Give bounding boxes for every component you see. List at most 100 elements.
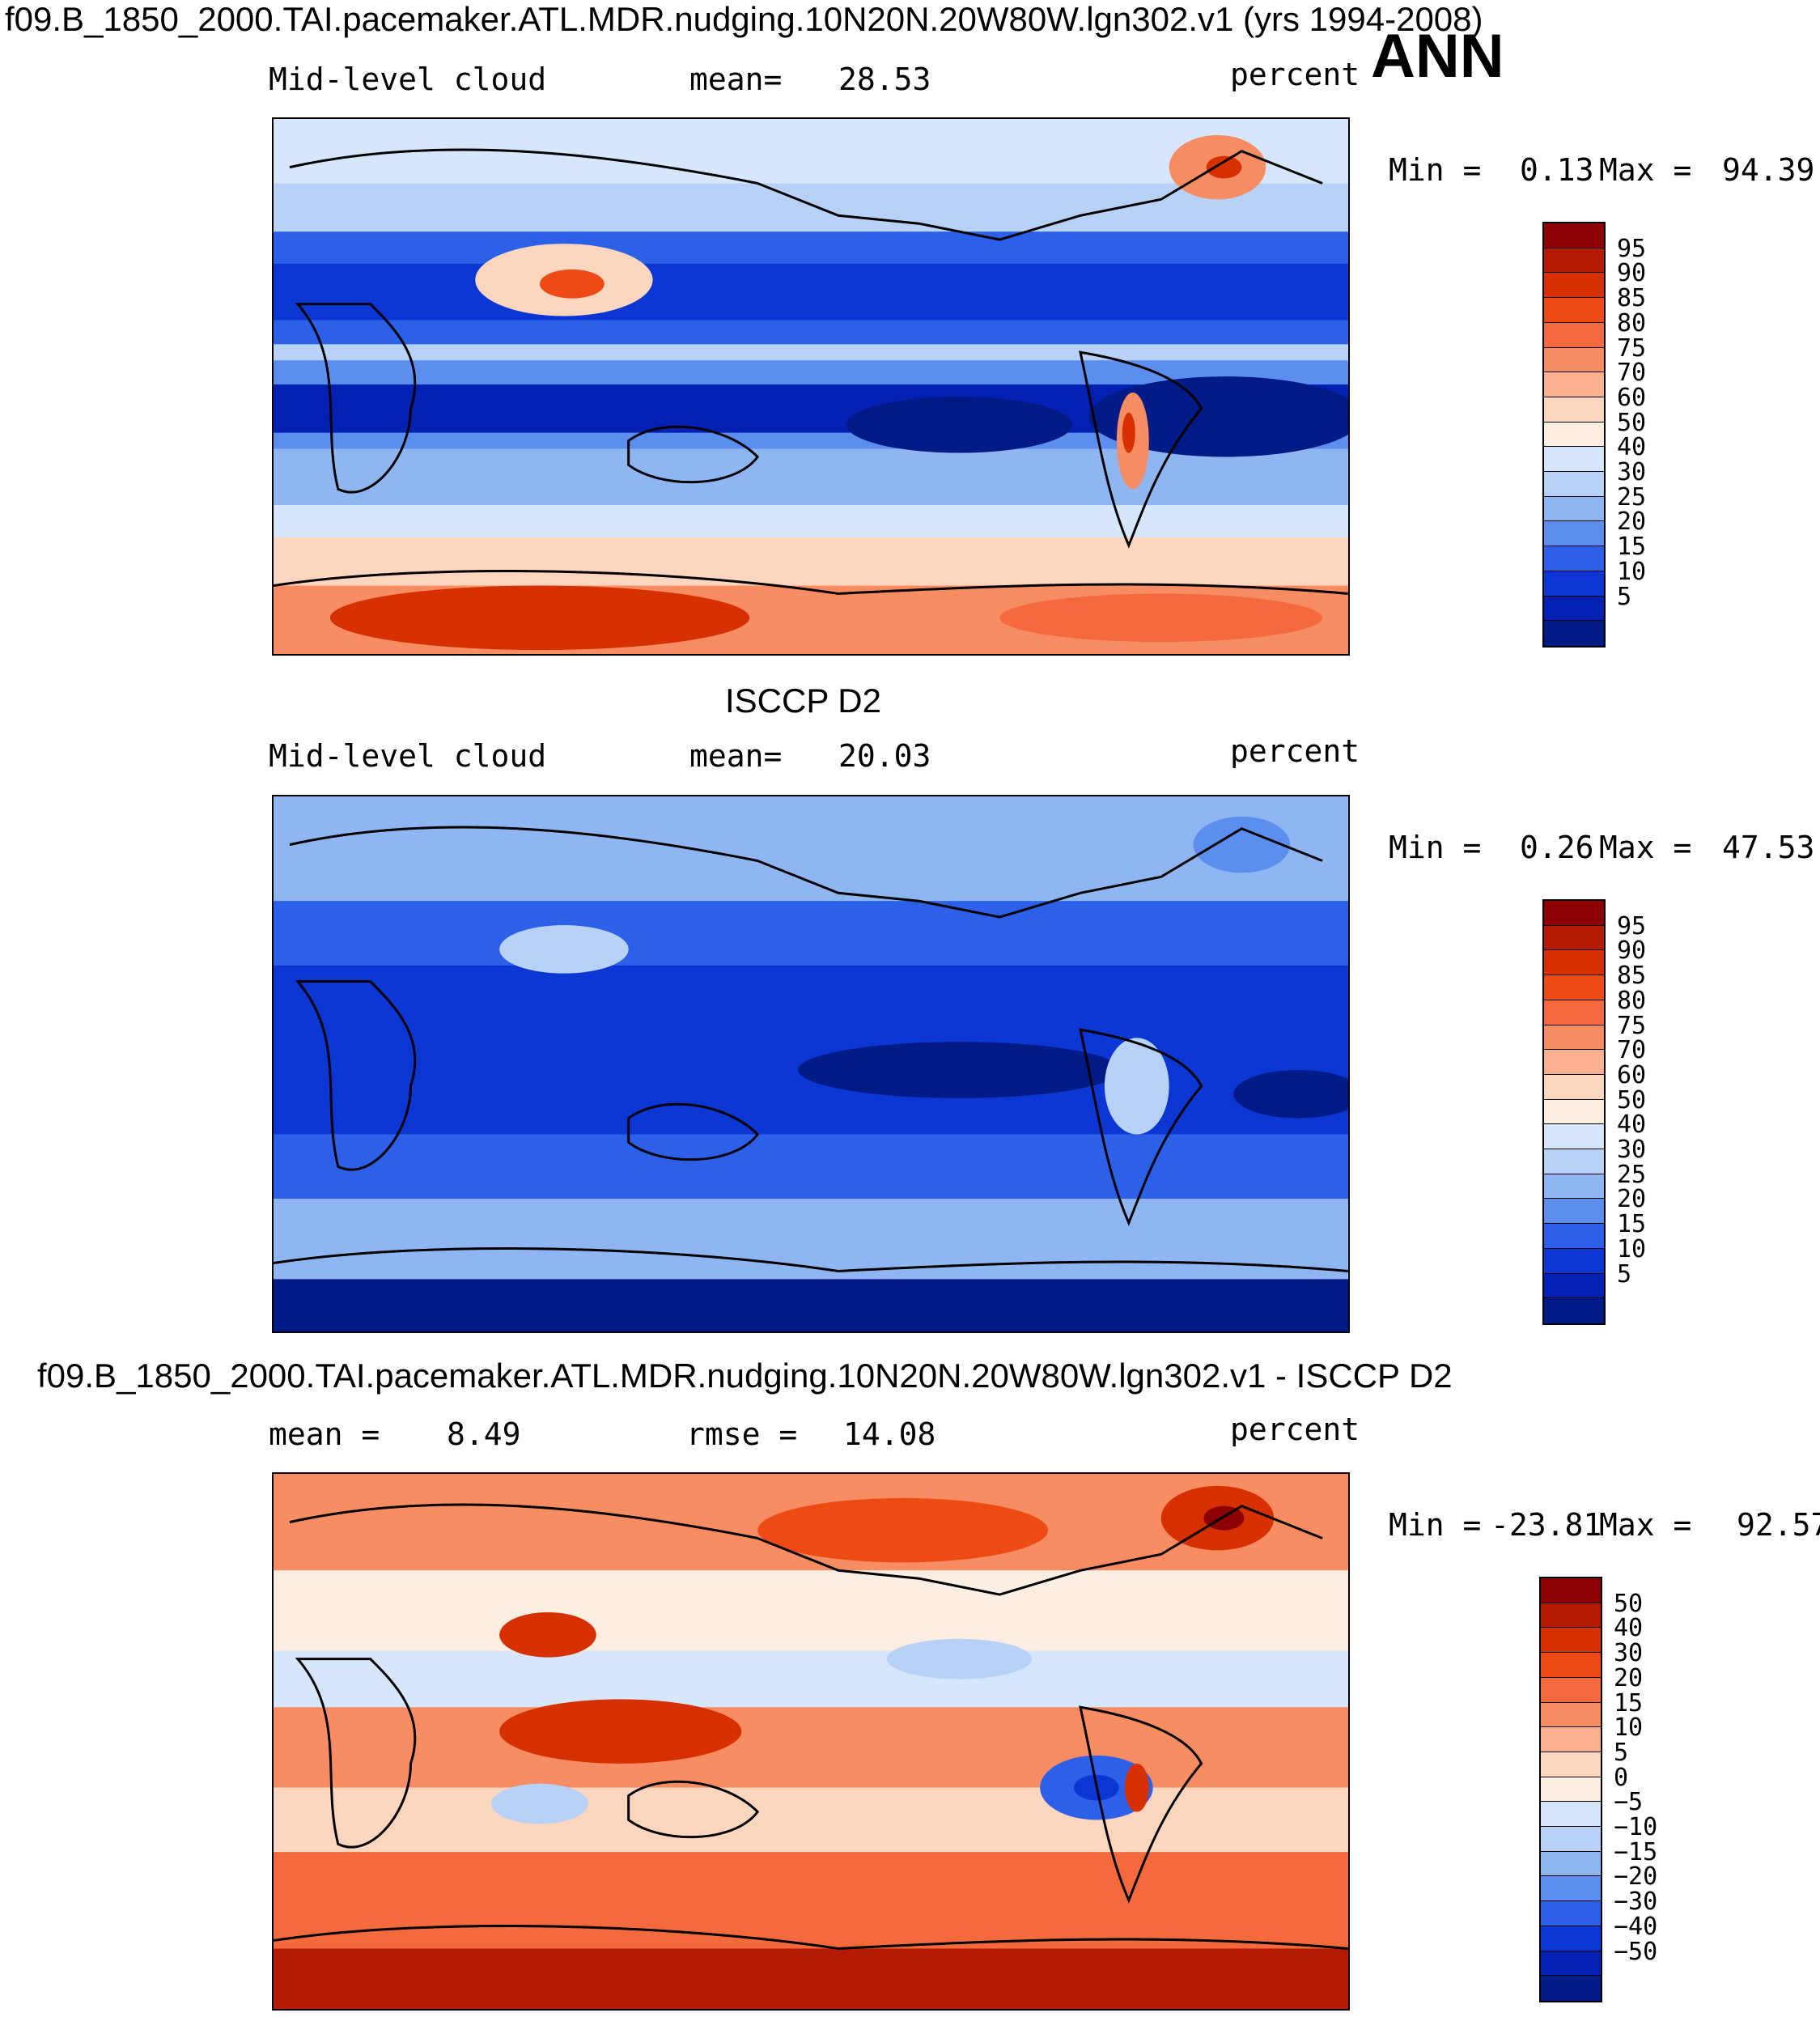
colorbar-swatch: [1544, 347, 1604, 373]
colorbar-tick-label: 20: [1617, 507, 1647, 537]
panel2-max-value: 47.53: [1722, 830, 1815, 865]
colorbar-swatch: [1544, 248, 1604, 274]
panel3-heading: f09.B_1850_2000.TAI.pacemaker.ATL.MDR.nu…: [37, 1357, 1453, 1395]
panel3-min-label: Min =: [1389, 1507, 1482, 1543]
colorbar-tick-label: 15: [1617, 1210, 1647, 1239]
colorbar-swatch: [1544, 223, 1604, 248]
colorbar-tick-label: 15: [1614, 1688, 1644, 1718]
colorbar-tick-label: 10: [1614, 1713, 1644, 1743]
colorbar-swatch: [1544, 1298, 1604, 1323]
colorbar-swatch: [1541, 1578, 1601, 1603]
colorbar-tick-label: 20: [1614, 1663, 1644, 1692]
panel3-rmse-value: 14.08: [843, 1416, 936, 1452]
colorbar-swatch: [1544, 273, 1604, 299]
colorbar-tick-label: 50: [1617, 408, 1647, 437]
colorbar-swatch: [1541, 1677, 1601, 1703]
colorbar-swatch: [1544, 397, 1604, 423]
colorbar-swatch: [1544, 1273, 1604, 1299]
colorbar-swatch: [1544, 472, 1604, 497]
panel1-max-value: 94.39: [1722, 152, 1815, 188]
colorbar-tick-label: 50: [1614, 1589, 1644, 1618]
colorbar-swatch: [1544, 1224, 1604, 1249]
colorbar-tick-label: −10: [1614, 1813, 1658, 1842]
colorbar-swatch: [1544, 372, 1604, 397]
panel2-units: percent: [1230, 733, 1360, 769]
colorbar-swatch: [1544, 1000, 1604, 1025]
colorbar-tick-label: 85: [1617, 284, 1647, 313]
panel3-units: percent: [1230, 1412, 1360, 1447]
colorbar-tick-label: 30: [1614, 1639, 1644, 1668]
panel2-mean-value: 20.03: [838, 738, 931, 774]
colorbar-swatch: [1544, 298, 1604, 323]
colorbar-swatch: [1541, 1926, 1601, 1951]
colorbar-swatch: [1544, 1124, 1604, 1150]
colorbar-tick-label: −15: [1614, 1837, 1658, 1866]
colorbar-tick-label: 85: [1617, 962, 1647, 991]
colorbar-swatch: [1541, 1702, 1601, 1728]
panel2-variable: Mid-level cloud: [269, 738, 547, 774]
colorbar-swatch: [1541, 1727, 1601, 1752]
panel1-map: [272, 117, 1350, 656]
panel3-map: [272, 1472, 1350, 2011]
colorbar-tick-label: 75: [1617, 333, 1647, 363]
panel1-variable: Mid-level cloud: [269, 62, 547, 97]
colorbar-swatch: [1544, 925, 1604, 951]
colorbar-tick-label: 0: [1614, 1763, 1629, 1792]
colorbar-swatch: [1544, 546, 1604, 571]
colorbar-swatch: [1544, 1248, 1604, 1274]
colorbar-tick-label: 60: [1617, 1060, 1647, 1089]
colorbar-tick-label: −40: [1614, 1912, 1658, 1941]
colorbar-swatch: [1541, 1653, 1601, 1678]
colorbar-swatch: [1544, 1149, 1604, 1174]
colorbar-tick-label: 60: [1617, 383, 1647, 412]
panel1-min-label: Min =: [1389, 152, 1482, 188]
colorbar-swatch: [1544, 1025, 1604, 1051]
colorbar-swatch: [1544, 621, 1604, 646]
panel3-max-value: 92.57: [1737, 1507, 1820, 1543]
colorbar-tick-label: 15: [1617, 533, 1647, 562]
panel1-max-label: Max =: [1599, 152, 1692, 188]
colorbar-tick-label: −50: [1614, 1937, 1658, 1966]
colorbar-swatch: [1541, 1876, 1601, 1902]
colorbar-tick-label: 70: [1617, 1036, 1647, 1065]
panel1-min-value: 0.13: [1520, 152, 1594, 188]
panel2-colorbar: [1542, 899, 1606, 1325]
panel1-mean-value: 28.53: [838, 62, 931, 97]
colorbar-tick-label: 10: [1617, 557, 1647, 586]
season-label: ANN: [1371, 22, 1504, 91]
colorbar-swatch: [1544, 901, 1604, 926]
panel1-units: percent: [1230, 57, 1360, 92]
colorbar-tick-label: −5: [1614, 1788, 1644, 1817]
panel2-map: [272, 795, 1350, 1333]
colorbar-swatch: [1541, 1802, 1601, 1828]
colorbar-swatch: [1544, 422, 1604, 448]
panel2-min-label: Min =: [1389, 830, 1482, 865]
panel3-mean-label: mean =: [269, 1416, 380, 1452]
panel3-mean-value: 8.49: [447, 1416, 521, 1452]
panel2-heading: ISCCP D2: [725, 682, 881, 720]
panel3-colorbar: [1539, 1577, 1602, 2002]
colorbar-tick-label: 25: [1617, 482, 1647, 512]
colorbar-swatch: [1541, 1603, 1601, 1628]
colorbar-tick-label: 90: [1617, 936, 1647, 966]
colorbar-swatch: [1541, 1901, 1601, 1926]
colorbar-swatch: [1541, 1777, 1601, 1803]
colorbar-tick-label: 10: [1617, 1234, 1647, 1263]
colorbar-tick-label: 80: [1617, 308, 1647, 338]
colorbar-swatch: [1544, 1050, 1604, 1075]
colorbar-tick-label: 80: [1617, 986, 1647, 1015]
colorbar-tick-label: −30: [1614, 1887, 1658, 1917]
colorbar-tick-label: 70: [1617, 359, 1647, 388]
colorbar-tick-label: 40: [1614, 1614, 1644, 1643]
colorbar-swatch: [1544, 1199, 1604, 1225]
colorbar-swatch: [1541, 1628, 1601, 1654]
colorbar-swatch: [1544, 521, 1604, 547]
colorbar-swatch: [1544, 571, 1604, 597]
colorbar-swatch: [1544, 975, 1604, 1000]
colorbar-tick-label: 5: [1617, 582, 1632, 611]
colorbar-tick-label: 90: [1617, 259, 1647, 288]
colorbar-swatch: [1544, 447, 1604, 473]
colorbar-swatch: [1541, 1827, 1601, 1852]
colorbar-swatch: [1544, 322, 1604, 348]
colorbar-tick-label: 30: [1617, 458, 1647, 487]
